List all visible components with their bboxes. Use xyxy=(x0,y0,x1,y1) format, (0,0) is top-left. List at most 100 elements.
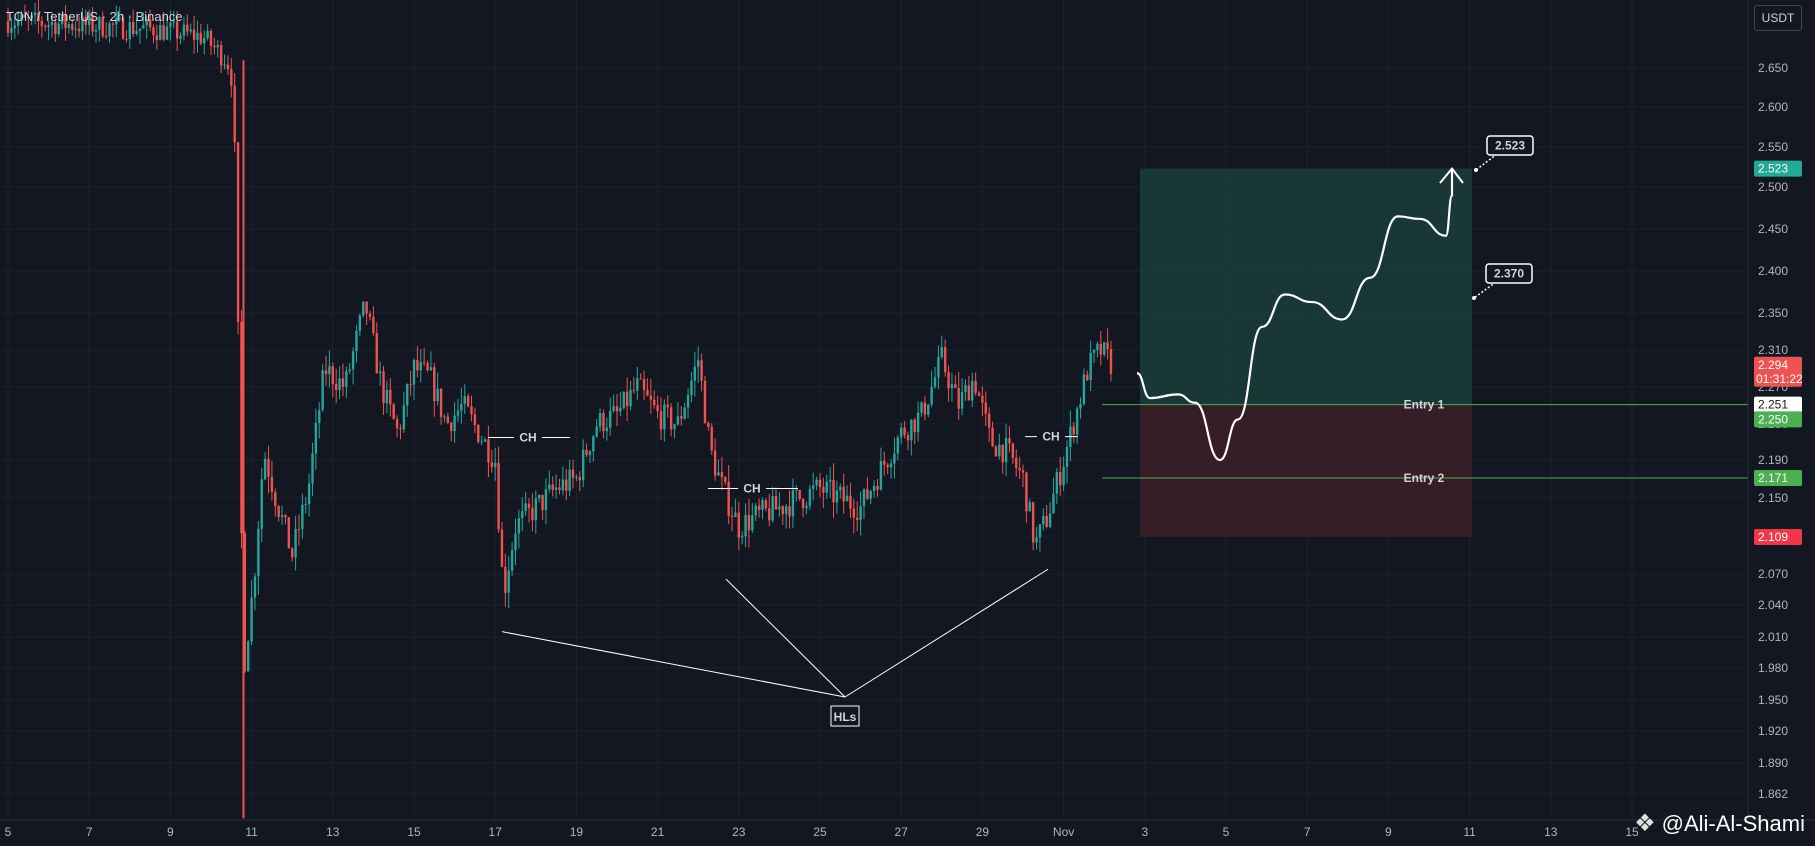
candle-body xyxy=(375,332,378,374)
candle-body xyxy=(930,386,933,405)
candle-body xyxy=(771,496,774,521)
candle-body xyxy=(859,506,862,520)
candle-body xyxy=(1004,437,1008,463)
candle-body xyxy=(1018,467,1021,471)
candle-body xyxy=(466,396,470,407)
time-tick-label: 13 xyxy=(326,825,340,839)
candle-body xyxy=(609,410,612,428)
projected-path-arrowhead xyxy=(1439,166,1464,184)
time-tick-label: 29 xyxy=(976,825,990,839)
candle-body xyxy=(825,481,828,493)
candle-body xyxy=(172,21,175,23)
candle-body xyxy=(159,24,162,40)
entry2-price-tag-bg xyxy=(1754,470,1802,487)
candle-body xyxy=(54,22,57,35)
candle-body xyxy=(588,451,592,456)
candle-body xyxy=(832,479,835,503)
candle-body xyxy=(111,23,115,25)
candle-body xyxy=(284,515,287,518)
candle-body xyxy=(121,17,125,39)
candle-body xyxy=(382,371,385,404)
candle-body xyxy=(1055,472,1059,494)
note-box xyxy=(1486,135,1534,156)
candle-body xyxy=(77,28,81,32)
candle-body xyxy=(483,439,487,442)
candle-body xyxy=(889,463,893,468)
candle-body xyxy=(933,377,937,387)
candle-body xyxy=(399,428,402,430)
stop-price-tag: 2.109 xyxy=(1758,530,1788,544)
diamond-logo-icon: ❖ xyxy=(1634,810,1656,837)
entry-label: Entry 2 xyxy=(1404,471,1445,485)
candle-body xyxy=(152,27,155,36)
candle-body xyxy=(362,301,365,316)
price-tick-label: 2.010 xyxy=(1758,630,1788,644)
candle-body xyxy=(419,362,422,371)
price-tick-label: 1.920 xyxy=(1758,724,1788,738)
candle-body xyxy=(27,17,30,19)
candle-body xyxy=(852,508,856,518)
candle-body xyxy=(297,529,301,531)
candle-body xyxy=(625,391,629,407)
candle-body xyxy=(118,17,121,19)
time-tick-label: 7 xyxy=(1304,825,1311,839)
candle-body xyxy=(199,32,203,44)
chart-grid xyxy=(0,0,1748,820)
candle-body xyxy=(578,476,581,481)
candle-body xyxy=(906,435,910,441)
candle-body xyxy=(1015,457,1018,468)
candle-body xyxy=(808,488,812,506)
candle-body xyxy=(507,570,510,593)
candle-body xyxy=(649,395,653,400)
candle-body xyxy=(960,391,964,409)
candle-body xyxy=(876,485,879,490)
current-price-tag-countdown: 01:31:22 xyxy=(1756,372,1803,386)
stop-zone xyxy=(1140,404,1472,537)
candle-body xyxy=(862,489,866,507)
price-tick-label: 2.150 xyxy=(1758,491,1788,505)
candle-body xyxy=(676,416,680,425)
candle-body xyxy=(730,515,734,518)
candle-body xyxy=(328,366,331,375)
candle-body xyxy=(162,24,165,40)
candle-body xyxy=(517,518,521,534)
candle-body xyxy=(226,64,230,69)
ch-label: CH xyxy=(743,482,760,496)
candle-body xyxy=(13,25,16,29)
note-pointer xyxy=(1473,281,1497,299)
candle-body xyxy=(355,330,358,352)
candle-body xyxy=(554,487,558,490)
candle-body xyxy=(964,385,967,392)
note-text: 2.370 xyxy=(1494,267,1524,281)
candle-body xyxy=(693,366,697,381)
candle-body xyxy=(910,419,913,441)
candle-body xyxy=(740,536,744,538)
candle-body xyxy=(50,22,54,26)
candle-body xyxy=(869,491,872,499)
candle-body xyxy=(490,462,494,468)
candle-body xyxy=(1065,447,1069,467)
candle-body xyxy=(324,370,328,375)
candle-body xyxy=(470,406,473,415)
price-tick-label: 2.310 xyxy=(1758,343,1788,357)
candle-body xyxy=(849,495,852,509)
candle-body xyxy=(240,321,243,534)
candle-body xyxy=(879,460,883,490)
candle-body xyxy=(47,25,50,28)
time-tick-label: 5 xyxy=(5,825,12,839)
candle-body xyxy=(16,20,20,26)
entry2-price-tag: 2.171 xyxy=(1758,471,1788,485)
projected-path xyxy=(1136,168,1454,462)
candle-body xyxy=(301,504,304,530)
candle-body xyxy=(815,479,818,486)
candle-body xyxy=(155,35,159,40)
candle-body xyxy=(243,533,247,672)
time-axis[interactable]: 5 7 9 11 13 15 17 19 21 23 25 27 29 Nov 3 5 7 9 11 13 15 xyxy=(0,819,1815,839)
currency-selector[interactable]: USDT xyxy=(1754,5,1802,31)
candle-body xyxy=(595,426,598,437)
candle-body xyxy=(247,641,250,672)
candle-body xyxy=(713,450,717,476)
candle-body xyxy=(274,492,277,507)
candle-body xyxy=(358,315,362,331)
